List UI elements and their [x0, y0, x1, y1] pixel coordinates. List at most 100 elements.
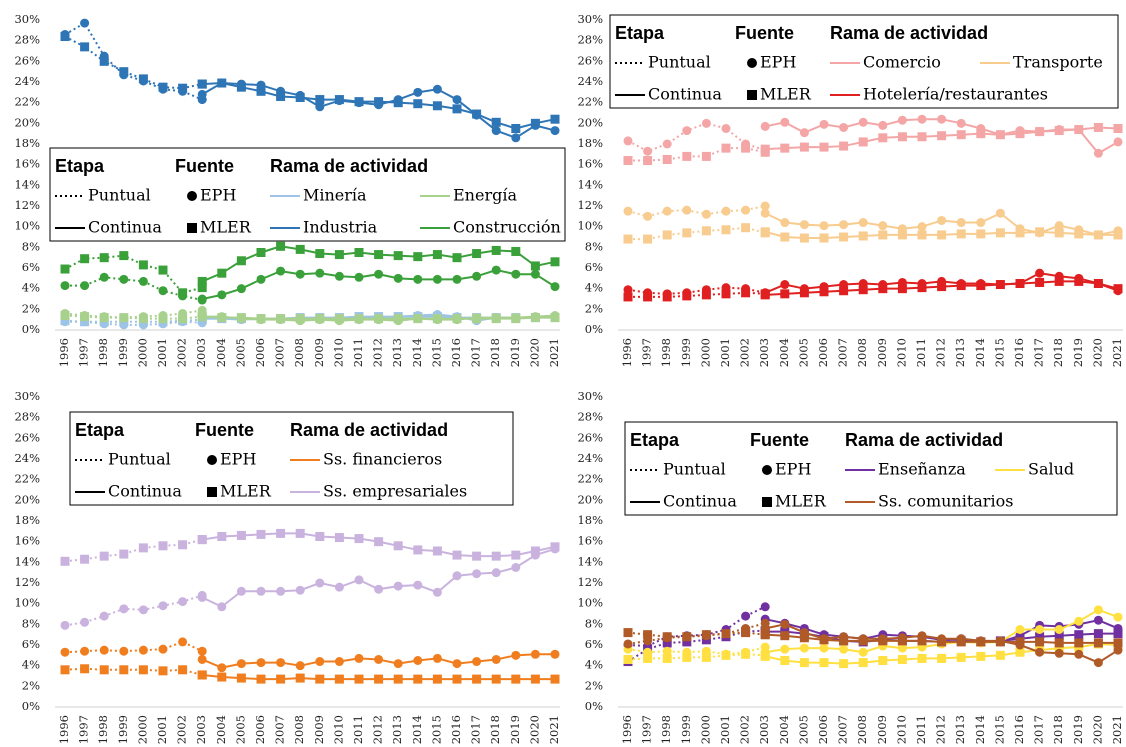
eph-marker	[1093, 279, 1103, 288]
y-tick-label: 2%	[585, 301, 603, 315]
eph-marker	[682, 647, 692, 657]
x-tick-label: 2001	[718, 338, 732, 367]
mler-marker	[472, 674, 482, 684]
eph-marker	[374, 269, 384, 279]
eph-marker	[276, 586, 286, 596]
mler-marker	[682, 151, 692, 161]
legend-branch: Ss. financieros	[323, 450, 442, 469]
eph-marker	[432, 84, 442, 94]
y-tick-label: 22%	[577, 472, 603, 486]
eph-marker	[995, 280, 1005, 290]
mler-marker	[550, 114, 560, 124]
x-tick-label: 2003	[194, 715, 208, 744]
eph-marker	[80, 311, 90, 321]
eph-marker	[1015, 640, 1025, 650]
legend-stage: Puntual	[648, 53, 711, 72]
x-tick-label: 2016	[449, 715, 463, 744]
x-tick-label: 2010	[894, 715, 908, 744]
x-tick-label: 2013	[953, 338, 967, 367]
eph-marker	[1074, 125, 1084, 135]
x-tick-label: 2006	[253, 338, 267, 367]
x-tick-label: 2009	[312, 715, 326, 744]
y-tick-label: 24%	[577, 451, 603, 465]
eph-marker	[158, 286, 168, 296]
mler-marker	[937, 230, 947, 240]
eph-marker	[138, 312, 148, 322]
legend-header: Rama de actividad	[270, 156, 428, 176]
x-tick-label: 2011	[351, 338, 365, 367]
mler-marker	[878, 230, 888, 240]
eph-marker	[550, 282, 560, 292]
eph-marker	[682, 126, 692, 136]
eph-marker	[80, 281, 90, 291]
eph-marker	[1054, 648, 1064, 658]
mler-marker	[413, 545, 423, 555]
y-tick-label: 18%	[14, 136, 40, 150]
eph-marker	[995, 208, 1005, 218]
mler-marker	[1093, 122, 1103, 132]
mler-marker	[550, 674, 560, 684]
mler-marker	[1035, 277, 1045, 287]
mler-marker	[511, 550, 521, 560]
mler-marker	[721, 225, 731, 235]
legend-header: Rama de actividad	[845, 430, 1003, 450]
x-tick-label: 1996	[57, 715, 71, 744]
eph-marker	[374, 315, 384, 325]
eph-marker	[623, 206, 633, 216]
eph-marker	[1054, 221, 1064, 231]
legend-source-sample	[187, 223, 197, 233]
legend-source: EPH	[775, 460, 811, 479]
eph-marker	[99, 645, 109, 655]
y-tick-label: 6%	[585, 260, 603, 274]
y-tick-label: 18%	[577, 513, 603, 527]
mler-marker	[701, 290, 711, 300]
eph-marker	[354, 653, 364, 663]
x-tick-label: 2018	[488, 715, 502, 744]
eph-marker	[119, 604, 129, 614]
legend-source: MLER	[200, 218, 252, 237]
mler-marker	[452, 550, 462, 560]
eph-marker	[780, 644, 790, 654]
eph-marker	[643, 636, 653, 646]
eph-marker	[178, 637, 188, 647]
eph-marker	[138, 605, 148, 615]
eph-marker	[1035, 268, 1045, 278]
mler-marker	[374, 674, 384, 684]
legend-stage: Continua	[88, 218, 162, 237]
x-tick-label: 2008	[855, 338, 869, 367]
y-tick-label: 12%	[14, 575, 40, 589]
eph-marker	[413, 656, 423, 665]
mler-marker	[858, 137, 868, 147]
y-tick-label: 2%	[22, 678, 40, 692]
mler-marker	[158, 265, 168, 275]
eph-marker	[878, 634, 888, 644]
legend-stage: Puntual	[108, 450, 171, 469]
eph-marker	[662, 646, 672, 656]
y-tick-label: 0%	[22, 699, 40, 713]
mler-marker	[858, 658, 868, 668]
mler-marker	[897, 132, 907, 142]
y-tick-label: 18%	[577, 136, 603, 150]
legend-stage: Continua	[108, 482, 182, 501]
eph-marker	[295, 661, 305, 671]
mler-marker	[682, 652, 692, 662]
x-tick-label: 1998	[96, 715, 110, 744]
eph-marker	[819, 643, 829, 653]
x-tick-label: 2003	[194, 338, 208, 367]
mler-marker	[701, 151, 711, 161]
y-tick-label: 26%	[577, 430, 603, 444]
eph-marker	[217, 78, 227, 88]
y-tick-label: 6%	[585, 637, 603, 651]
eph-marker	[80, 18, 90, 28]
mler-marker	[236, 256, 246, 266]
eph-marker	[276, 315, 286, 325]
eph-marker	[721, 124, 731, 133]
x-tick-label: 2011	[914, 338, 928, 367]
eph-marker	[315, 102, 325, 112]
eph-marker	[60, 281, 70, 291]
mler-marker	[662, 155, 672, 164]
eph-marker	[956, 218, 966, 228]
eph-marker	[1113, 612, 1123, 622]
eph-marker	[511, 650, 521, 660]
x-tick-label: 1998	[659, 715, 673, 744]
